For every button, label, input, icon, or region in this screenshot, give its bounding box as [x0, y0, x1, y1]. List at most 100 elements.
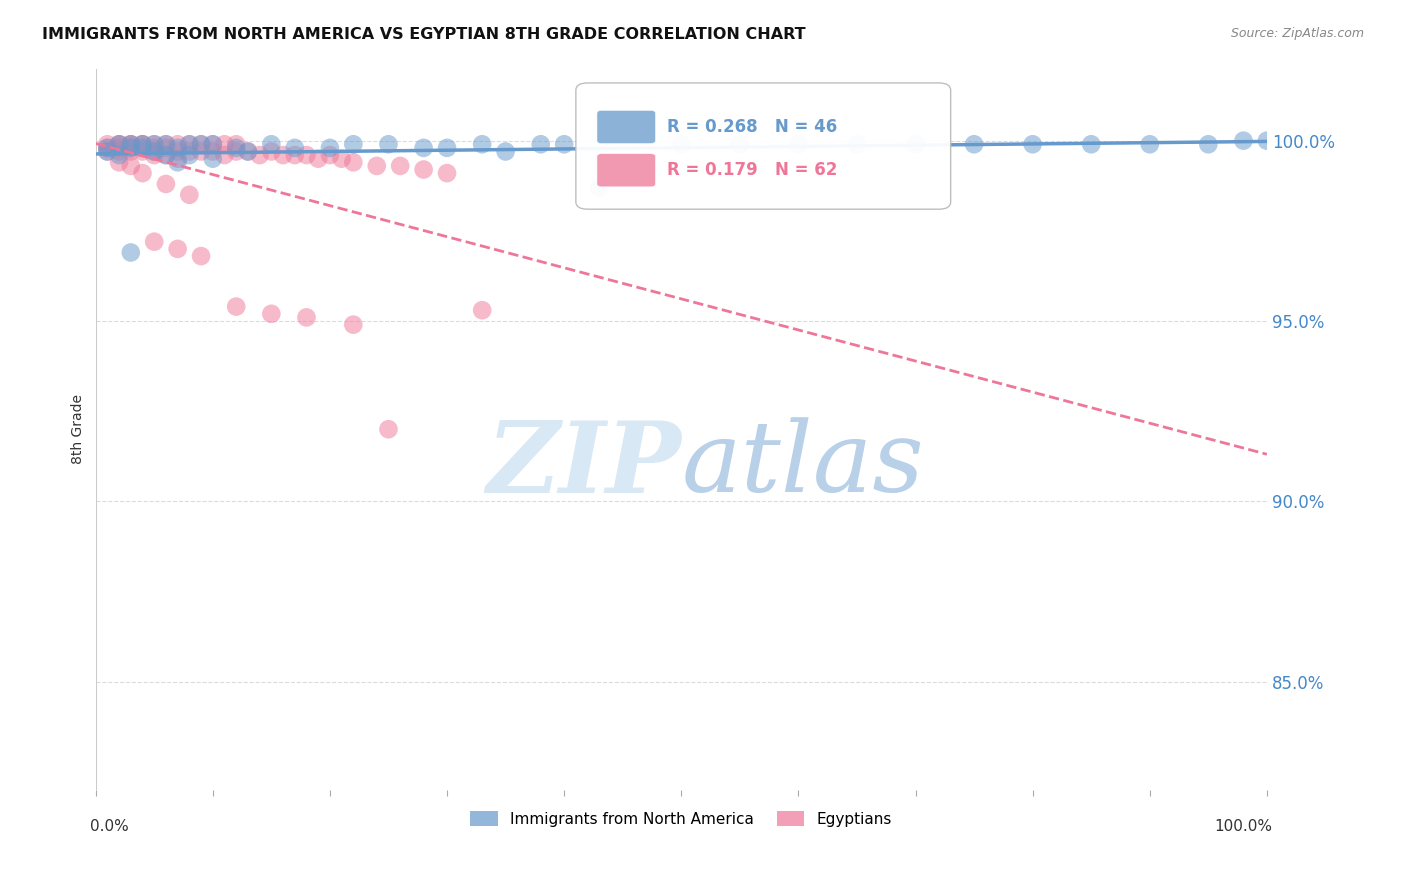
Point	[108, 137, 131, 152]
Point	[155, 148, 177, 162]
Point	[284, 148, 307, 162]
Point	[412, 162, 434, 177]
FancyBboxPatch shape	[576, 83, 950, 210]
Point	[166, 141, 188, 155]
Point	[155, 148, 177, 162]
Point	[1021, 137, 1043, 152]
Point	[120, 145, 142, 159]
Point	[495, 145, 517, 159]
Point	[846, 137, 869, 152]
Point	[271, 148, 294, 162]
Point	[179, 137, 201, 152]
Point	[120, 159, 142, 173]
Point	[143, 137, 166, 152]
Point	[377, 422, 399, 436]
Point	[143, 148, 166, 162]
Point	[342, 318, 364, 332]
Point	[108, 141, 131, 155]
Point	[120, 245, 142, 260]
Point	[131, 137, 153, 152]
Point	[1232, 134, 1254, 148]
Point	[120, 137, 142, 152]
Point	[131, 137, 153, 152]
Y-axis label: 8th Grade: 8th Grade	[72, 394, 86, 464]
Point	[143, 145, 166, 159]
Text: R = 0.268   N = 46: R = 0.268 N = 46	[668, 118, 838, 136]
Point	[120, 137, 142, 152]
Point	[225, 145, 247, 159]
Point	[166, 155, 188, 169]
Point	[190, 145, 212, 159]
Point	[412, 141, 434, 155]
Text: ZIP: ZIP	[486, 417, 682, 514]
Text: Source: ZipAtlas.com: Source: ZipAtlas.com	[1230, 27, 1364, 40]
Point	[787, 137, 810, 152]
Point	[1256, 134, 1278, 148]
Point	[179, 137, 201, 152]
Point	[155, 141, 177, 155]
FancyBboxPatch shape	[598, 111, 655, 144]
Point	[96, 141, 118, 155]
Text: 100.0%: 100.0%	[1215, 819, 1272, 834]
Point	[190, 137, 212, 152]
Point	[236, 145, 259, 159]
Point	[131, 137, 153, 152]
Point	[260, 137, 283, 152]
Point	[166, 145, 188, 159]
Point	[225, 141, 247, 155]
Point	[96, 145, 118, 159]
Point	[342, 155, 364, 169]
Point	[260, 145, 283, 159]
Point	[588, 180, 610, 194]
Point	[120, 137, 142, 152]
Point	[190, 137, 212, 152]
Point	[471, 303, 494, 318]
Point	[201, 137, 224, 152]
Point	[131, 141, 153, 155]
Point	[201, 145, 224, 159]
Text: R = 0.179   N = 62: R = 0.179 N = 62	[668, 161, 838, 179]
Point	[155, 137, 177, 152]
Point	[1197, 137, 1219, 152]
Point	[284, 141, 307, 155]
Point	[108, 155, 131, 169]
Point	[201, 137, 224, 152]
Point	[214, 137, 236, 152]
Point	[260, 307, 283, 321]
Point	[377, 137, 399, 152]
Point	[319, 141, 342, 155]
Point	[728, 137, 751, 152]
Point	[179, 145, 201, 159]
Point	[96, 137, 118, 152]
Point	[225, 300, 247, 314]
Point	[436, 166, 458, 180]
Text: IMMIGRANTS FROM NORTH AMERICA VS EGYPTIAN 8TH GRADE CORRELATION CHART: IMMIGRANTS FROM NORTH AMERICA VS EGYPTIA…	[42, 27, 806, 42]
Point	[225, 137, 247, 152]
Point	[1080, 137, 1102, 152]
Point	[166, 137, 188, 152]
Point	[436, 141, 458, 155]
Point	[179, 148, 201, 162]
Point	[131, 166, 153, 180]
Point	[155, 137, 177, 152]
Point	[307, 152, 329, 166]
Point	[108, 137, 131, 152]
Point	[190, 249, 212, 263]
Legend: Immigrants from North America, Egyptians: Immigrants from North America, Egyptians	[464, 805, 898, 833]
Point	[342, 137, 364, 152]
Point	[904, 137, 927, 152]
Point	[366, 159, 388, 173]
Point	[179, 187, 201, 202]
Point	[131, 145, 153, 159]
Point	[963, 137, 986, 152]
Point	[201, 152, 224, 166]
Point	[389, 159, 412, 173]
Point	[249, 148, 271, 162]
Point	[295, 148, 318, 162]
Point	[319, 148, 342, 162]
Point	[295, 310, 318, 325]
Point	[108, 148, 131, 162]
Point	[236, 145, 259, 159]
Point	[108, 137, 131, 152]
Point	[671, 137, 693, 152]
